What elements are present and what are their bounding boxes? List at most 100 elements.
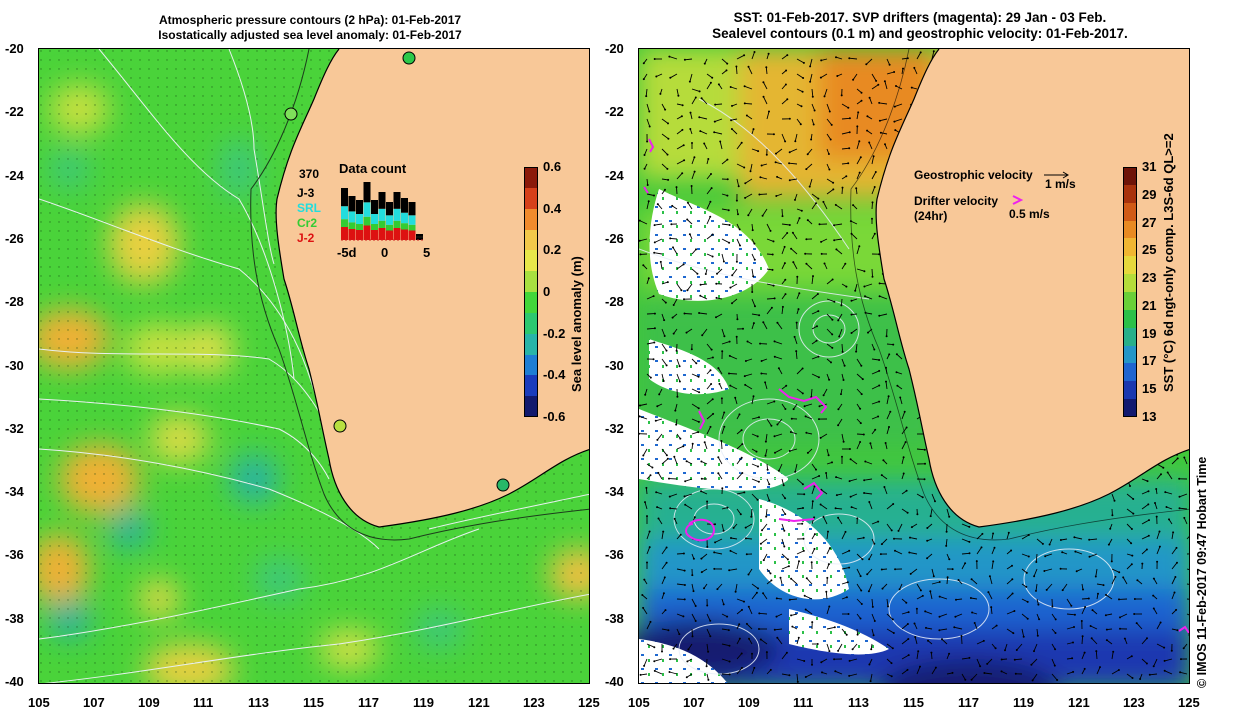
geostrophic-scale-arrow-icon — [1044, 171, 1069, 179]
velocity-vector-head — [653, 241, 656, 244]
velocity-vector — [789, 148, 798, 153]
velocity-vector-head — [1075, 570, 1078, 573]
velocity-vector — [879, 118, 888, 122]
velocity-vector — [804, 403, 813, 407]
velocity-vector — [661, 313, 665, 321]
velocity-vector-head — [779, 576, 782, 579]
velocity-vector-head — [1081, 635, 1084, 638]
velocity-vector-head — [1148, 673, 1151, 676]
velocity-vector — [660, 261, 663, 270]
velocity-vector — [871, 385, 880, 390]
velocity-vector-head — [754, 305, 756, 308]
velocity-vector-head — [858, 140, 861, 143]
data-count-bar — [386, 224, 393, 231]
colorbar-tick-label: 0.2 — [543, 242, 562, 258]
velocity-vector-head — [1148, 519, 1150, 522]
velocity-vector — [871, 358, 880, 361]
velocity-vector — [736, 491, 745, 495]
colorbar-tick-label: -0.2 — [543, 325, 566, 341]
velocity-vector — [736, 54, 745, 60]
velocity-vector — [970, 597, 978, 600]
tide-gauge-marker[interactable] — [402, 51, 416, 65]
velocity-vector-head — [975, 560, 978, 563]
velocity-vector-head — [664, 108, 667, 111]
velocity-vector-head — [791, 625, 794, 628]
velocity-vector-head — [776, 423, 779, 426]
velocity-vector — [826, 103, 831, 112]
velocity-vector — [655, 418, 663, 422]
velocity-vector — [1074, 536, 1083, 540]
velocity-vector — [1111, 669, 1120, 675]
velocity-vector-head — [810, 561, 813, 564]
velocity-vector — [745, 537, 753, 540]
svp-drifter-tracks[interactable] — [643, 138, 1189, 634]
tide-gauge-marker[interactable] — [496, 478, 510, 492]
velocity-vector — [1095, 568, 1098, 577]
velocity-vector — [1126, 673, 1133, 679]
velocity-vector — [759, 612, 768, 615]
velocity-vector — [701, 328, 708, 336]
velocity-vector — [1167, 472, 1173, 480]
velocity-vector-head — [946, 576, 949, 579]
velocity-vector — [841, 187, 843, 195]
velocity-vector-head — [728, 673, 731, 676]
velocity-vector — [852, 643, 858, 650]
velocity-vector — [871, 186, 876, 195]
velocity-vector — [706, 673, 709, 681]
velocity-vector — [811, 356, 819, 360]
velocity-vector — [717, 583, 723, 590]
left-map-title: Atmospheric pressure contours (2 hPa): 0… — [95, 13, 525, 43]
velocity-vector — [690, 112, 693, 120]
longitude-tick-label: 125 — [578, 695, 600, 710]
velocity-vector — [700, 490, 708, 495]
velocity-vector — [729, 355, 738, 360]
sea-level-anomaly-map: Data count 370 J-3 SRL Cr2 J-2 -5d 0 5 0.6 0.4… — [38, 48, 590, 684]
velocity-vector-head — [828, 547, 831, 550]
colorbar-tick-label: 21 — [1142, 297, 1157, 313]
velocity-vector-head — [1090, 637, 1093, 640]
data-count-tick-label: 5 — [423, 245, 431, 260]
velocity-vector-head — [690, 185, 693, 187]
velocity-vector-head — [783, 529, 786, 532]
velocity-vector-head — [722, 603, 725, 606]
tide-gauge-marker[interactable] — [333, 419, 347, 433]
velocity-vector-head — [646, 140, 649, 143]
colorbar-segment — [1123, 202, 1137, 222]
velocity-vector-head — [673, 455, 676, 458]
velocity-vector-head — [699, 283, 702, 286]
tide-gauge-marker[interactable] — [284, 107, 298, 121]
velocity-vector-head — [848, 57, 851, 60]
velocity-vector — [1171, 592, 1175, 600]
velocity-vector — [1014, 658, 1023, 661]
velocity-vector-head — [1176, 561, 1178, 564]
velocity-vector — [706, 343, 712, 350]
velocity-vector — [835, 56, 843, 60]
velocity-vector-head — [659, 92, 662, 95]
velocity-vector — [736, 653, 743, 660]
velocity-vector-head — [1139, 678, 1142, 680]
satellite-legend-entry: SRL — [297, 201, 321, 215]
velocity-vector-head — [828, 110, 831, 113]
velocity-vector-head — [884, 442, 887, 444]
velocity-vector-head — [852, 204, 855, 207]
longitude-tick-label: 119 — [1013, 695, 1034, 710]
velocity-vector — [988, 591, 993, 600]
velocity-vector-head — [740, 456, 743, 459]
colorbar-tick-label: 19 — [1142, 325, 1157, 341]
velocity-vector-head — [1087, 597, 1090, 600]
velocity-vector — [1006, 628, 1014, 634]
velocity-vector — [745, 358, 753, 362]
velocity-vector-head — [769, 668, 772, 671]
velocity-vector-head — [642, 62, 645, 65]
velocity-vector — [691, 358, 697, 364]
colorbar-segment — [1123, 399, 1137, 418]
latitude-tick-label: -26 — [5, 230, 24, 246]
velocity-vector-head — [1170, 649, 1173, 652]
velocity-vector-head — [836, 75, 839, 77]
velocity-vector-head — [686, 289, 689, 292]
velocity-vector — [865, 461, 873, 465]
velocity-vector — [841, 263, 846, 270]
data-count-bar — [356, 230, 363, 240]
velocity-vector — [1126, 523, 1133, 530]
velocity-vector-head — [1072, 670, 1075, 673]
